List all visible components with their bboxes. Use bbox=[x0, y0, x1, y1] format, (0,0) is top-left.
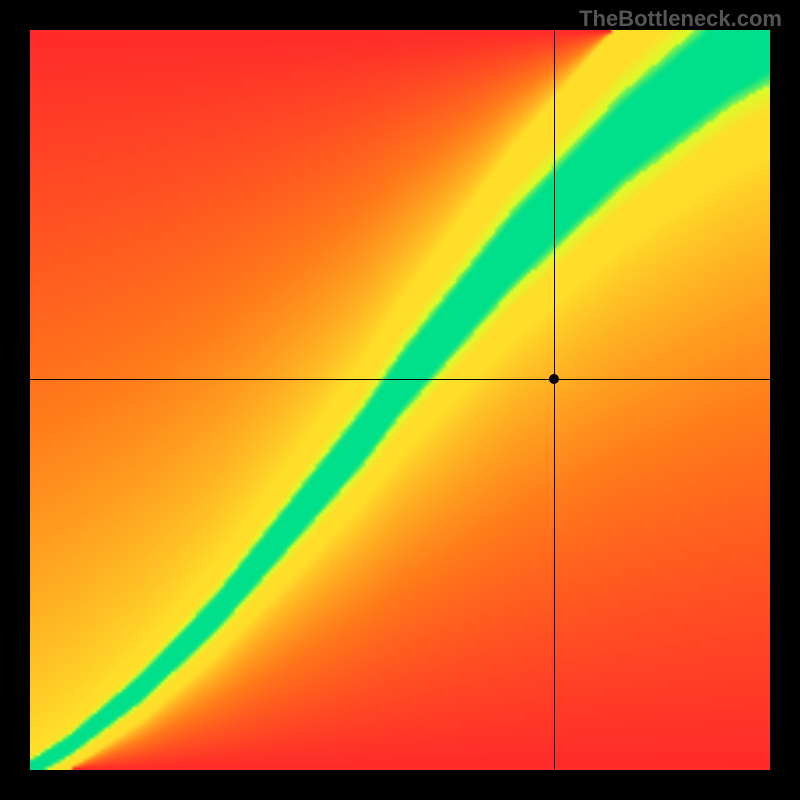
crosshair-marker-point bbox=[549, 374, 559, 384]
heatmap-plot-area bbox=[30, 30, 770, 770]
crosshair-vertical-line bbox=[554, 30, 555, 770]
crosshair-horizontal-line bbox=[30, 379, 770, 380]
watermark-text: TheBottleneck.com bbox=[579, 6, 782, 32]
heatmap-canvas bbox=[30, 30, 770, 770]
